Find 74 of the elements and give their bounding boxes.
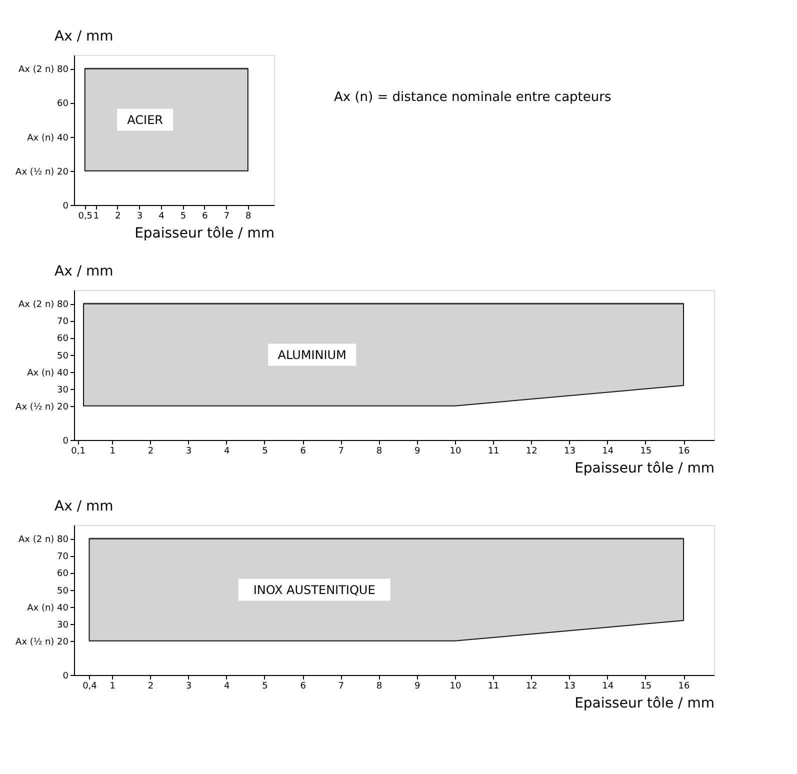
x-tick-label: 8	[376, 682, 382, 692]
x-tick-label: 14	[602, 682, 614, 692]
x-tick-label: 6	[202, 212, 208, 222]
x-tick-label: 11	[488, 446, 500, 456]
y-tick-label: Ax (n) 40	[27, 603, 69, 614]
y-tick-label: Ax (2 n) 80	[18, 535, 69, 546]
y-tick-label: Ax (n) 40	[27, 368, 69, 378]
x-tick-label: 16	[678, 682, 690, 692]
x-tick-label: 0,1	[71, 446, 86, 456]
y-tick-label: 70	[57, 552, 69, 562]
y-tick-label: Ax (2 n) 80	[18, 300, 69, 310]
x-tick-label: 8	[376, 446, 382, 456]
y-tick-label: 70	[57, 317, 69, 328]
x-tick-label: 3	[186, 682, 192, 692]
y-tick-label: 0	[62, 436, 69, 446]
x-tick-label: 0,5	[78, 212, 93, 222]
x-tick-label: 4	[224, 446, 230, 456]
x-tick-label: 5	[262, 446, 268, 456]
x-tick-label: 12	[526, 446, 538, 456]
x-tick-label: 1	[93, 212, 100, 222]
y-tick-label: 0	[62, 202, 69, 212]
y-axis-title: Ax / mm	[54, 28, 114, 44]
x-tick-label: 2	[115, 212, 121, 222]
x-tick-label: 8	[246, 212, 252, 222]
x-tick-label: 15	[640, 446, 652, 456]
y-tick-label: Ax (½ n) 20	[16, 637, 69, 648]
x-tick-label: 16	[678, 446, 690, 456]
y-tick-label: Ax (2 n) 80	[18, 65, 69, 76]
x-tick-label: 1	[110, 446, 116, 456]
y-tick-label: Ax (n) 40	[27, 133, 69, 144]
y-tick-label: 50	[57, 586, 69, 596]
x-tick-label: 4	[224, 682, 230, 692]
x-tick-label: 10	[450, 446, 462, 456]
text: Ax (n) = distance nominale entre capteurs	[334, 90, 612, 105]
x-tick-label: 3	[186, 446, 192, 456]
x-tick-label: 6	[300, 446, 306, 456]
x-tick-label: 3	[136, 212, 143, 222]
text: ACIER	[127, 112, 163, 127]
y-tick-label: 50	[57, 351, 69, 362]
x-axis-title: Epaisseur tôle / mm	[574, 696, 714, 712]
x-tick-label: 12	[526, 682, 538, 692]
x-tick-label: 4	[158, 212, 165, 222]
x-tick-label: 7	[224, 212, 230, 222]
y-tick-label: 0	[62, 672, 69, 682]
x-tick-label: 13	[564, 446, 576, 456]
x-tick-label: 7	[338, 446, 344, 456]
y-axis-title: Ax / mm	[54, 498, 114, 514]
x-tick-label: 2	[148, 682, 154, 692]
y-tick-label: 30	[57, 620, 69, 630]
x-axis-title: Epaisseur tôle / mm	[134, 226, 274, 242]
x-tick-label: 9	[414, 446, 420, 456]
y-axis-title: Ax / mm	[54, 264, 114, 280]
x-tick-label: 14	[602, 446, 614, 456]
y-tick-label: 60	[57, 569, 69, 580]
x-tick-label: 1	[110, 682, 116, 692]
x-tick-label: 13	[564, 682, 576, 692]
x-tick-label: 7	[338, 682, 344, 692]
x-tick-label: 0,4	[82, 682, 98, 692]
y-tick-label: 30	[57, 385, 69, 396]
y-tick-label: 60	[57, 99, 69, 110]
x-tick-label: 6	[300, 682, 306, 692]
x-tick-label: 9	[414, 682, 420, 692]
x-tick-label: 15	[640, 682, 652, 692]
y-tick-label: Ax (½ n) 20	[16, 167, 69, 178]
x-axis-title: Epaisseur tôle / mm	[574, 460, 714, 476]
x-tick-label: 2	[148, 446, 154, 456]
y-tick-label: 60	[57, 334, 69, 344]
y-tick-label: Ax (½ n) 20	[16, 402, 69, 412]
x-tick-label: 5	[180, 212, 186, 222]
x-tick-label: 5	[262, 682, 268, 692]
text: ALUMINIUM	[278, 348, 346, 362]
text: INOX AUSTENITIQUE	[253, 582, 376, 597]
x-tick-label: 11	[488, 682, 500, 692]
x-tick-label: 10	[450, 682, 462, 692]
